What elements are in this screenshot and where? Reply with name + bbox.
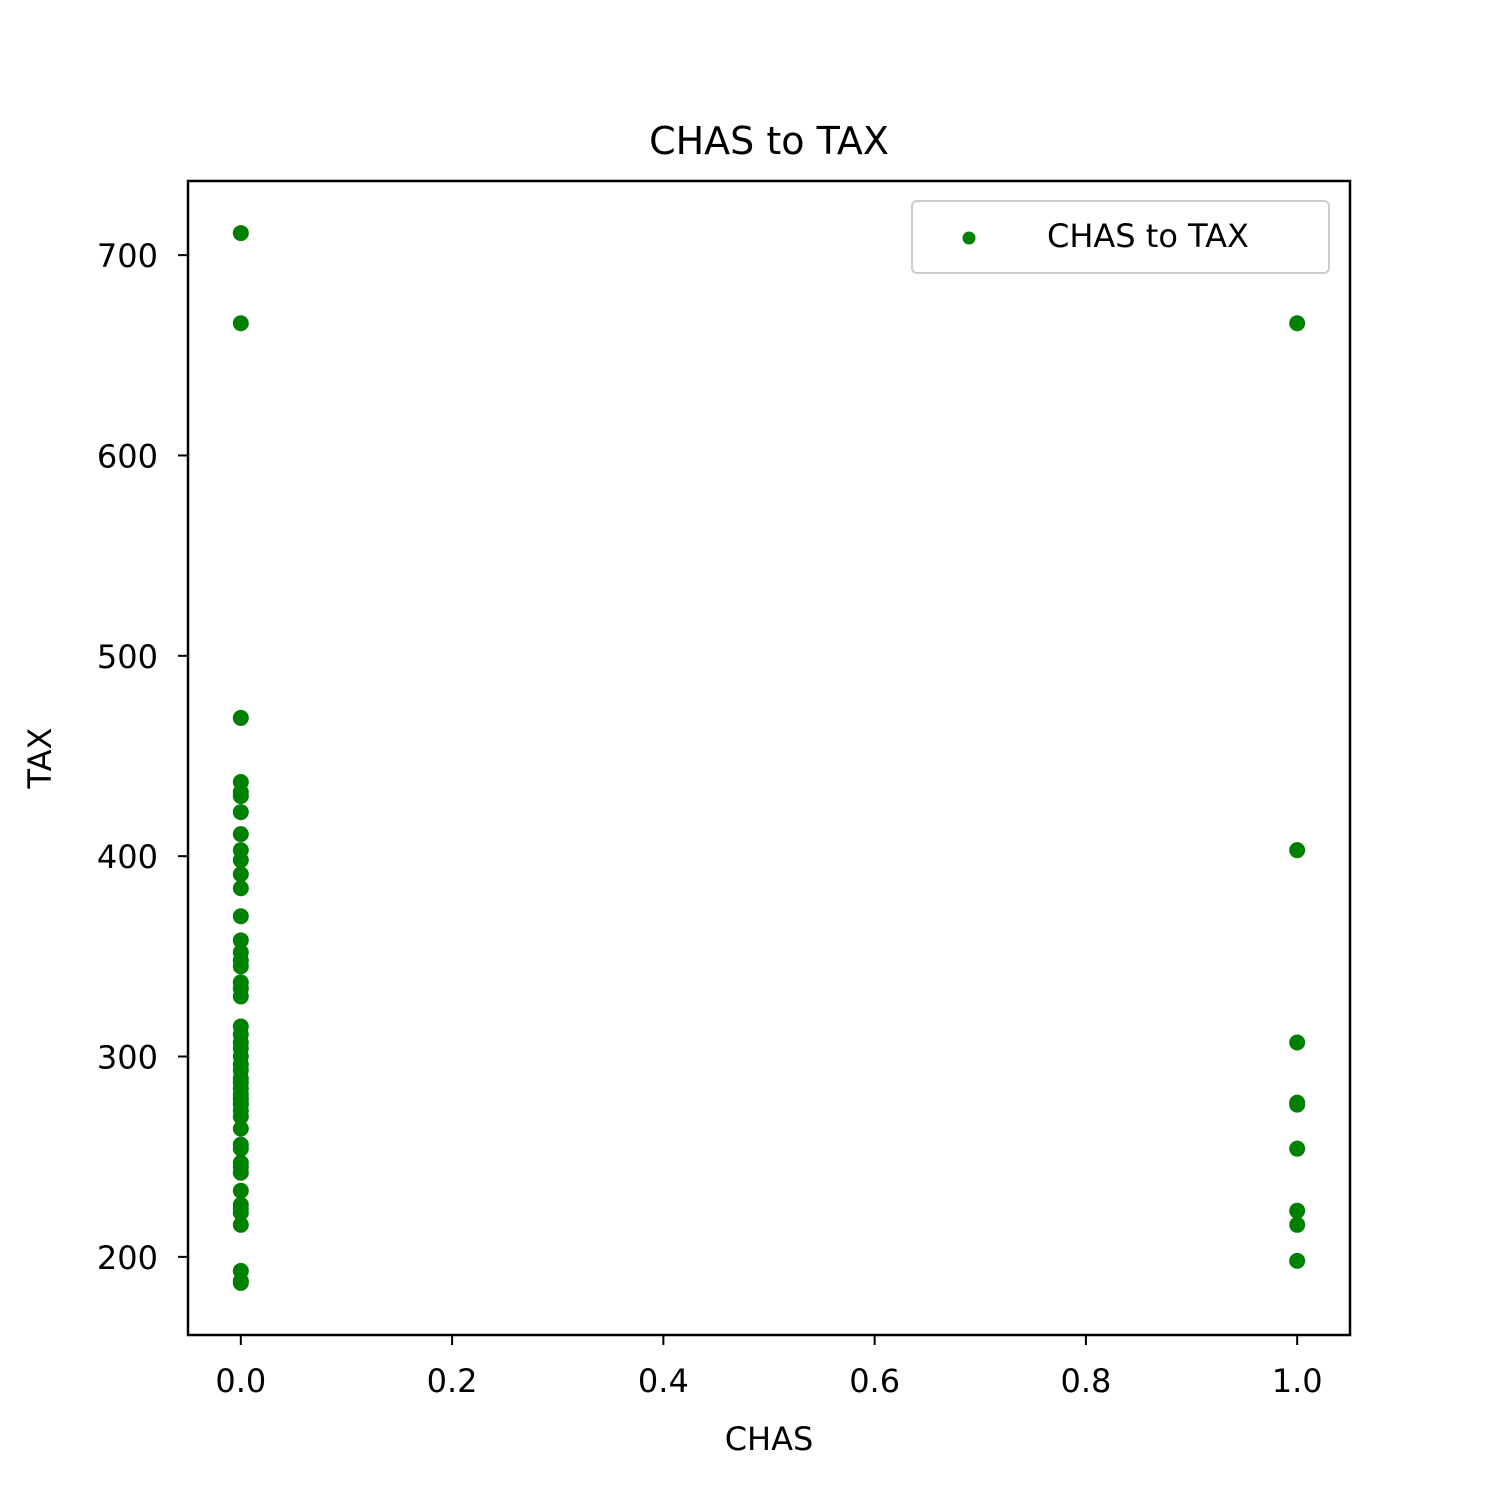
y-tick-label: 300 <box>97 1039 158 1077</box>
plot-frame <box>186 179 1352 1337</box>
y-axis-ticks: 200 300 400 500 600 700 <box>97 237 188 1277</box>
y-tick-label: 400 <box>97 838 158 876</box>
data-point <box>232 1216 249 1233</box>
data-point <box>1289 1252 1306 1269</box>
y-tick-label: 200 <box>97 1239 158 1277</box>
data-point <box>232 788 249 805</box>
data-point <box>232 1108 249 1125</box>
data-point <box>232 1140 249 1157</box>
legend-label: CHAS to TAX <box>1047 217 1249 255</box>
x-tick-label: 0.0 <box>215 1362 266 1400</box>
data-point <box>1289 1034 1306 1051</box>
y-tick-label: 700 <box>97 237 158 275</box>
x-tick-label: 0.2 <box>427 1362 478 1400</box>
data-point <box>232 1182 249 1199</box>
y-tick-label: 600 <box>97 437 158 475</box>
x-tick-label: 0.4 <box>638 1362 689 1400</box>
data-point <box>232 709 249 726</box>
data-point <box>232 988 249 1005</box>
chart-title: CHAS to TAX <box>649 119 889 163</box>
x-axis-label: CHAS <box>725 1420 814 1458</box>
data-point <box>232 1274 249 1291</box>
data-point <box>232 804 249 821</box>
data-point <box>232 852 249 869</box>
data-point <box>232 826 249 843</box>
data-point <box>232 908 249 925</box>
legend: CHAS to TAX <box>911 200 1330 274</box>
data-point <box>232 1120 249 1137</box>
data-point <box>232 1164 249 1181</box>
y-tick-label: 500 <box>97 638 158 676</box>
data-point <box>1289 842 1306 859</box>
data-point <box>232 1204 249 1221</box>
data-point <box>1289 1096 1306 1113</box>
plot-area <box>188 181 1350 1335</box>
data-point <box>232 225 249 242</box>
y-axis-label: TAX <box>21 728 59 790</box>
data-point <box>232 880 249 897</box>
data-point <box>1289 1216 1306 1233</box>
x-axis-ticks: 0.0 0.2 0.4 0.6 0.8 1.0 <box>215 1335 1323 1400</box>
x-tick-label: 0.6 <box>849 1362 900 1400</box>
data-point <box>1289 1202 1306 1219</box>
data-point <box>232 315 249 332</box>
x-tick-label: 1.0 <box>1272 1362 1323 1400</box>
legend-box <box>911 200 1330 274</box>
x-tick-label: 0.8 <box>1060 1362 1111 1400</box>
data-points <box>232 225 1306 1291</box>
data-point <box>232 932 249 949</box>
data-point <box>232 958 249 975</box>
legend-marker <box>962 231 976 245</box>
data-point <box>232 866 249 883</box>
data-point <box>1289 315 1306 332</box>
data-point <box>1289 1140 1306 1157</box>
